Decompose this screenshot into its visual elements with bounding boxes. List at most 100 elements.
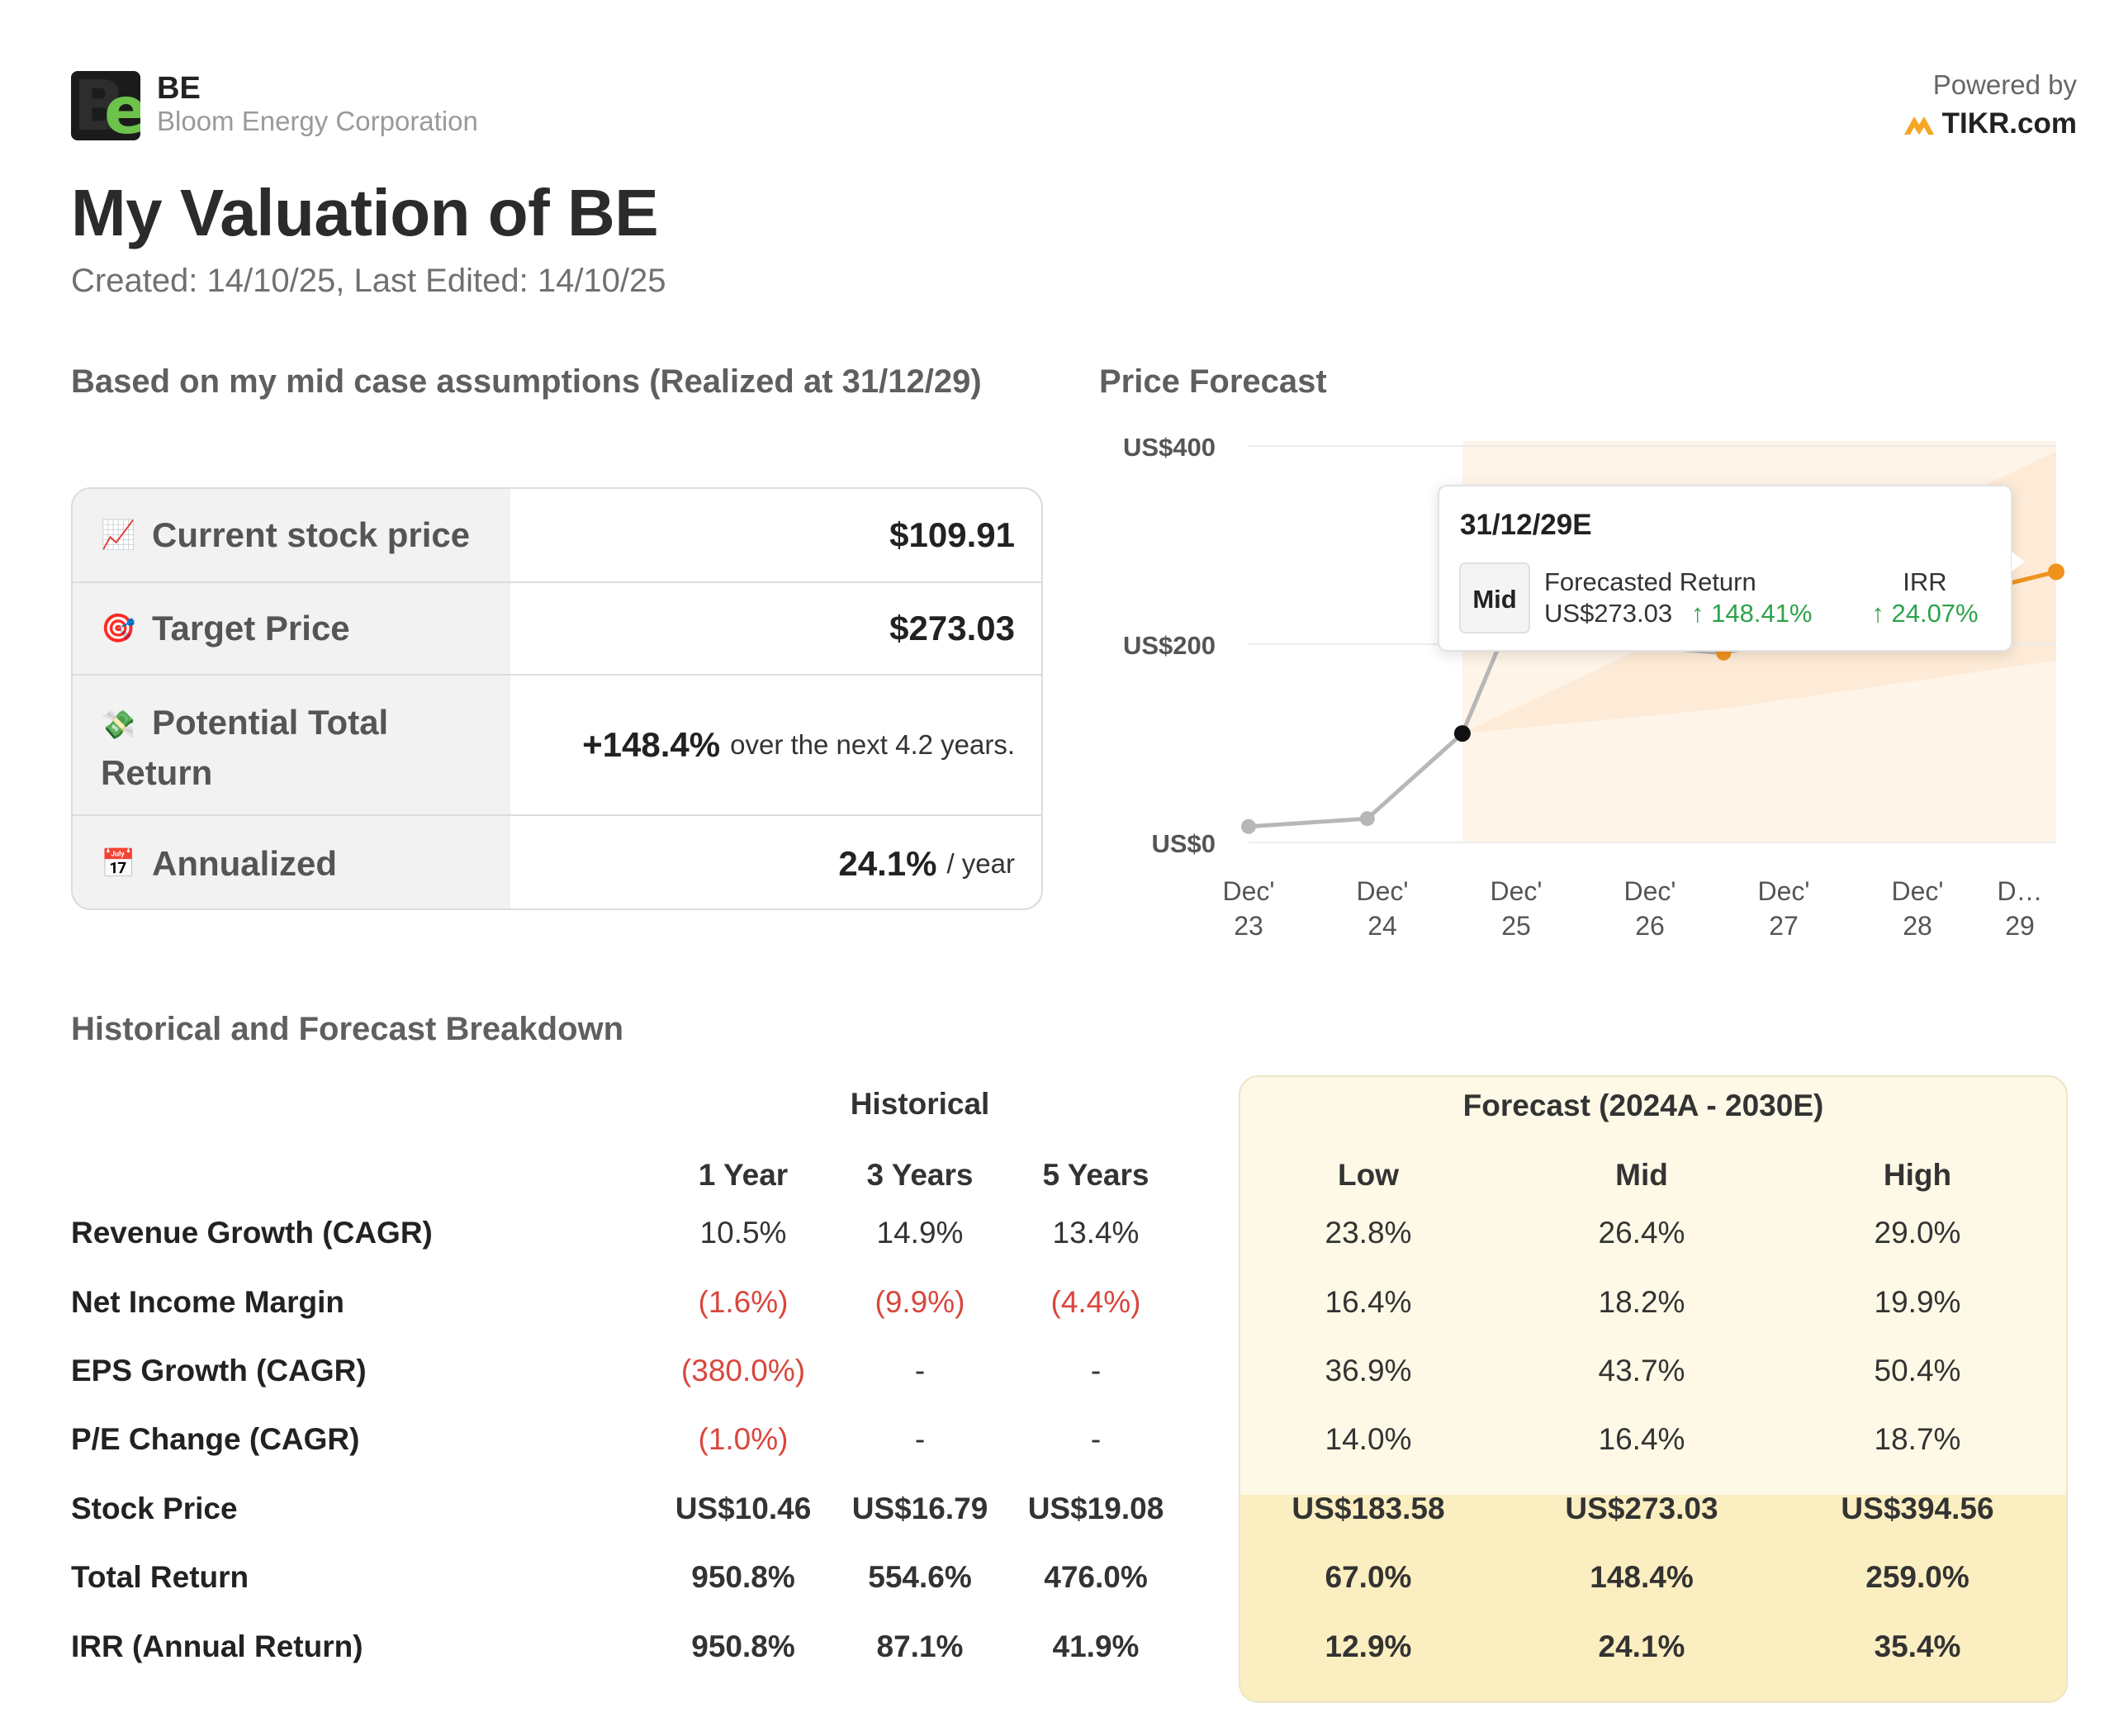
table-cell: 43.7%: [1598, 1354, 1685, 1387]
table-cell: 12.9%: [1325, 1629, 1412, 1663]
column-header: 3 Years: [866, 1158, 974, 1192]
column-header: High: [1883, 1158, 1952, 1192]
table-cell: 10.5%: [699, 1216, 787, 1250]
historical-header: Historical: [850, 1087, 990, 1121]
table-cell: 19.9%: [1874, 1285, 1961, 1319]
table-cell: 476.0%: [1044, 1560, 1148, 1594]
forecast-highlight-band: [1240, 1495, 2066, 1701]
table-cell: 23.8%: [1325, 1216, 1412, 1250]
powered-by-label: Powered by: [1932, 69, 2077, 100]
table-cell: 148.4%: [1590, 1560, 1694, 1594]
company-name: Bloom Energy Corporation: [157, 106, 478, 136]
row-label: Revenue Growth (CAGR): [71, 1216, 433, 1250]
tikr-brand-label: TIKR.com: [1941, 107, 2077, 140]
row-label: Stock Price: [71, 1492, 238, 1525]
summary-row-total-return: 💸 Potential Total Return +148.4% over the …: [73, 674, 1041, 814]
x-tick-label: Dec': [1222, 876, 1274, 906]
created-edited-dates: Created: 14/10/25, Last Edited: 14/10/25: [71, 263, 666, 299]
summary-heading: Based on my mid case assumptions (Realiz…: [71, 363, 982, 400]
tooltip-return-label: Forecasted Return: [1544, 567, 1756, 596]
summary-label: Current stock price: [152, 515, 471, 554]
column-header: 1 Year: [698, 1158, 789, 1192]
breakdown-heading: Historical and Forecast Breakdown: [71, 1011, 624, 1047]
y-tick-label: US$200: [1123, 631, 1216, 660]
tikr-brand-link[interactable]: TIKR.com: [1903, 107, 2077, 140]
summary-row-annualized: 📅 Annualized 24.1% / year: [73, 814, 1041, 908]
x-tick-label: 28: [1903, 911, 1932, 941]
y-tick-label: US$400: [1123, 433, 1216, 462]
tikr-logo-icon: [1903, 116, 1934, 135]
table-cell: 950.8%: [691, 1560, 795, 1594]
chart-up-icon: 📈: [101, 519, 136, 551]
table-cell: 35.4%: [1874, 1629, 1961, 1663]
table-cell: 24.1%: [1598, 1629, 1685, 1663]
x-tick-label: Dec': [1891, 876, 1943, 906]
tooltip-irr: ↑ 24.07%: [1871, 599, 1978, 628]
tooltip-scenario-badge: [1459, 562, 1530, 633]
row-label: P/E Change (CAGR): [71, 1422, 360, 1456]
x-tick-label: 27: [1769, 911, 1799, 941]
table-cell: (1.0%): [698, 1422, 789, 1456]
y-tick-label: US$0: [1151, 829, 1216, 858]
row-label: IRR (Annual Return): [71, 1629, 363, 1663]
historical-point: [1359, 811, 1375, 827]
table-cell: US$273.03: [1565, 1492, 1718, 1525]
summary-label: Annualized: [152, 844, 338, 883]
summary-suffix: over the next 4.2 years.: [730, 729, 1015, 760]
page-title: My Valuation of BE: [71, 176, 659, 249]
x-tick-label: 29: [2005, 911, 2035, 941]
target-icon: 🎯: [101, 613, 136, 644]
table-cell: 14.0%: [1325, 1422, 1412, 1456]
tooltip-irr-label: IRR: [1903, 567, 1946, 596]
table-cell: US$16.79: [851, 1492, 988, 1525]
x-tick-label: 23: [1234, 911, 1263, 941]
column-header: Low: [1338, 1158, 1399, 1192]
table-cell: US$394.56: [1841, 1492, 1994, 1525]
forecast-end-point: [2048, 563, 2064, 581]
table-cell: 554.6%: [868, 1560, 972, 1594]
summary-value: 24.1%: [838, 844, 937, 883]
table-cell: 259.0%: [1865, 1560, 1969, 1594]
table-cell: 29.0%: [1874, 1216, 1961, 1250]
table-cell: -: [914, 1354, 926, 1387]
price-forecast-chart[interactable]: US$400US$200US$0Dec'23Dec'24Dec'25Dec'26…: [1074, 413, 2064, 958]
x-tick-label: Dec': [1356, 876, 1408, 906]
table-cell: 87.1%: [876, 1629, 964, 1663]
table-cell: US$183.58: [1292, 1492, 1445, 1525]
current-price-point: [1453, 725, 1471, 742]
chart-tooltip: 31/12/29E Mid Forecasted Return US$273.03 ↑ …: [1438, 485, 2025, 652]
x-tick-label: 26: [1635, 911, 1665, 941]
table-cell: 13.4%: [1052, 1216, 1140, 1250]
x-tick-label: 25: [1501, 911, 1531, 941]
table-cell: -: [1090, 1354, 1102, 1387]
table-cell: 67.0%: [1325, 1560, 1412, 1594]
table-cell: (1.6%): [698, 1285, 789, 1319]
table-cell: 16.4%: [1598, 1422, 1685, 1456]
money-wings-icon: 💸: [101, 709, 136, 741]
forecast-header: Forecast (2024A - 2030E): [1462, 1089, 1824, 1122]
summary-label: Potential Total Return: [101, 703, 389, 792]
table-cell: US$10.46: [675, 1492, 812, 1525]
column-header: 5 Years: [1042, 1158, 1149, 1192]
summary-value: $109.91: [889, 515, 1015, 554]
tooltip-return-pct: ↑ 148.41%: [1691, 599, 1813, 628]
summary-value: $273.03: [889, 609, 1015, 647]
tooltip-scenario: Mid: [1472, 585, 1516, 614]
table-cell: 50.4%: [1874, 1354, 1961, 1387]
table-cell: 18.7%: [1874, 1422, 1961, 1456]
summary-suffix: / year: [946, 848, 1015, 879]
tooltip-arrow: [2012, 552, 2025, 572]
summary-table: 📈 Current stock price $109.91 🎯 Target Pri…: [71, 487, 1043, 910]
row-label: EPS Growth (CAGR): [71, 1354, 367, 1387]
forecast-panel: [1239, 1075, 2068, 1703]
table-cell: -: [914, 1422, 926, 1456]
table-cell: 16.4%: [1325, 1285, 1412, 1319]
tooltip-price: US$273.03: [1544, 599, 1672, 628]
historical-line: [1248, 732, 1464, 829]
table-cell: US$19.08: [1027, 1492, 1164, 1525]
table-cell: 36.9%: [1325, 1354, 1412, 1387]
table-cell: (4.4%): [1050, 1285, 1141, 1319]
summary-row-target-price: 🎯 Target Price $273.03: [73, 581, 1041, 674]
summary-value: +148.4%: [582, 725, 721, 764]
